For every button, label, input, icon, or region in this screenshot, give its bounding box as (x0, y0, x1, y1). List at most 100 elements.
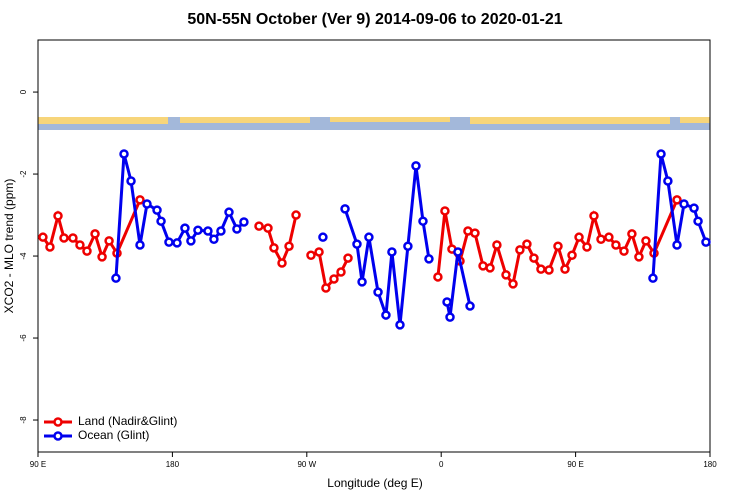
point (445, 312, 455, 322)
point (104, 236, 114, 246)
point (254, 221, 264, 231)
point (142, 199, 152, 209)
y-tick-label: -6 (19, 334, 28, 342)
point (232, 224, 242, 234)
point (536, 264, 546, 274)
chart-title: 50N-55N October (Ver 9) 2014-09-06 to 20… (187, 11, 562, 28)
point (306, 250, 316, 260)
point (574, 232, 584, 242)
point (239, 217, 249, 227)
point (97, 252, 107, 262)
legend-label: Land (Nadir&Glint) (78, 414, 177, 428)
point (193, 225, 203, 235)
point (135, 195, 145, 205)
point (357, 277, 367, 287)
point (403, 241, 413, 251)
point (216, 226, 226, 236)
point (656, 149, 666, 159)
point (135, 240, 145, 250)
point (689, 203, 699, 213)
x-tick-label: 180 (703, 460, 717, 469)
point (126, 176, 136, 186)
point (53, 211, 63, 221)
point (111, 273, 121, 283)
point (75, 240, 85, 250)
point (582, 242, 592, 252)
point (180, 223, 190, 233)
point (522, 239, 532, 249)
y-tick-label: 0 (19, 89, 28, 94)
legend-marker (53, 417, 63, 427)
point (611, 240, 621, 250)
x-tick-label: 180 (166, 460, 180, 469)
point (453, 247, 463, 257)
x-axis-label: Longitude (deg E) (327, 476, 422, 490)
point (672, 240, 682, 250)
point (277, 258, 287, 268)
point (663, 176, 673, 186)
point (424, 254, 434, 264)
point (567, 250, 577, 260)
point (440, 206, 450, 216)
point (596, 234, 606, 244)
point (485, 263, 495, 273)
point (501, 270, 511, 280)
point (291, 210, 301, 220)
point (544, 265, 554, 275)
point (672, 195, 682, 205)
point (648, 273, 658, 283)
point (321, 283, 331, 293)
point (701, 237, 711, 247)
point (387, 247, 397, 257)
x-tick-label: 0 (439, 460, 444, 469)
point (465, 301, 475, 311)
x-tick-label: 90 W (297, 460, 316, 469)
point (679, 199, 689, 209)
point (156, 216, 166, 226)
point (381, 310, 391, 320)
point (442, 297, 452, 307)
point (627, 229, 637, 239)
point (45, 242, 55, 252)
point (59, 233, 69, 243)
point (553, 241, 563, 251)
point (164, 237, 174, 247)
point (172, 238, 182, 248)
point (314, 247, 324, 257)
point (589, 211, 599, 221)
point (619, 246, 629, 256)
point (209, 234, 219, 244)
point (343, 253, 353, 263)
land-ocean-strip (38, 117, 710, 130)
y-tick-label: -4 (19, 252, 28, 260)
plot-frame (37, 39, 711, 453)
point (38, 232, 48, 242)
legend-marker (53, 431, 63, 441)
point (395, 320, 405, 330)
point (90, 229, 100, 239)
point (373, 287, 383, 297)
legend-label: Ocean (Glint) (78, 428, 149, 442)
point (604, 232, 614, 242)
point (634, 252, 644, 262)
point (364, 232, 374, 242)
point (203, 226, 213, 236)
point (470, 228, 480, 238)
point (318, 232, 328, 242)
point (269, 243, 279, 253)
x-tick-label: 90 E (30, 460, 46, 469)
point (263, 223, 273, 233)
point (515, 245, 525, 255)
point (82, 246, 92, 256)
y-tick-label: -8 (19, 416, 28, 424)
point (336, 267, 346, 277)
point (418, 216, 428, 226)
point (433, 272, 443, 282)
point (693, 216, 703, 226)
point (508, 279, 518, 289)
point (329, 274, 339, 284)
point (119, 149, 129, 159)
x-tick-label: 90 E (567, 460, 583, 469)
point (284, 241, 294, 251)
